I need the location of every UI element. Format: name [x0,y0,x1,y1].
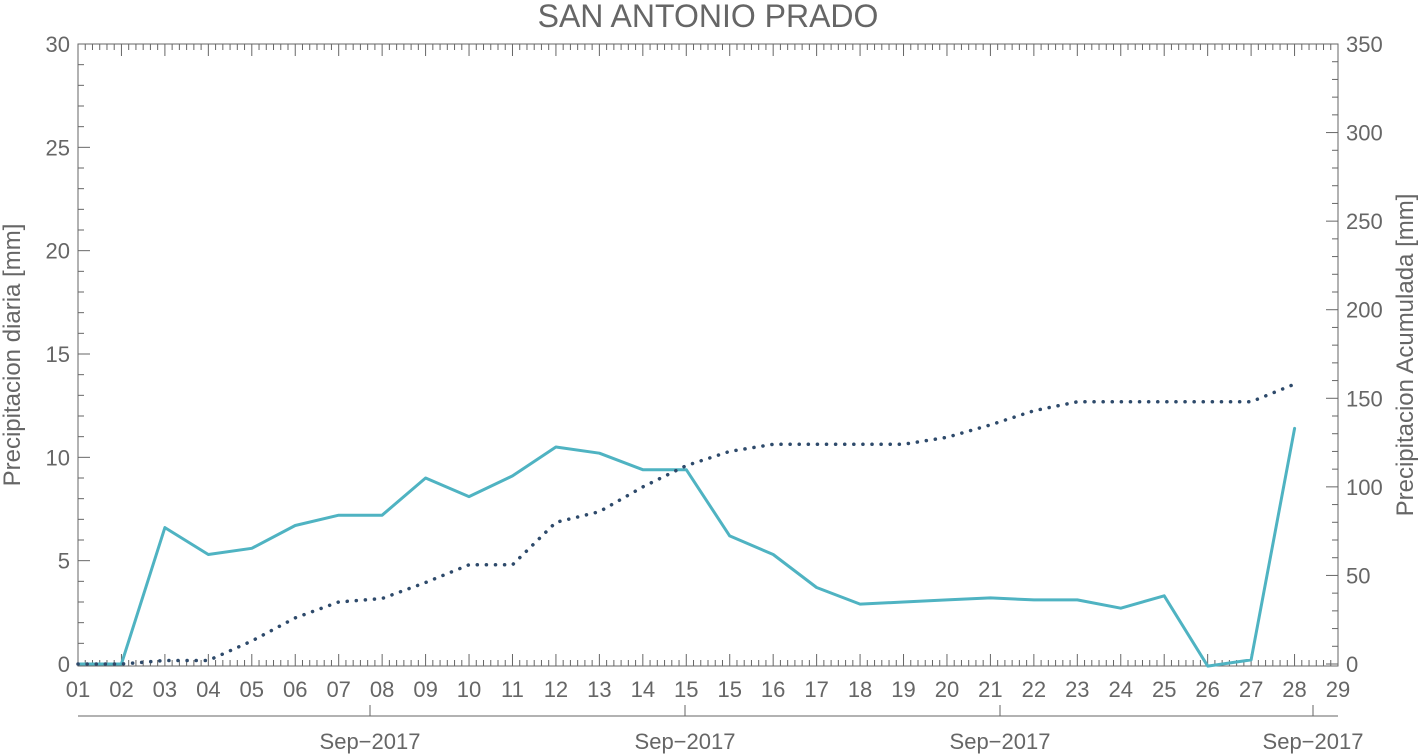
x-tick-label: 28 [1282,677,1306,702]
x-tick-label: 09 [413,677,437,702]
x-tick-label: 06 [283,677,307,702]
month-ticks [369,705,1314,716]
right-tick-label: 350 [1346,32,1383,57]
x-tick-label: 20 [935,677,959,702]
x-axis-tick-labels: 01 02 03 04 05 06 07 08 09 10 11 12 13 14 15 15 16 17 18 19… [66,677,1350,702]
right-tick-label: 0 [1346,652,1358,677]
x-tick-label: 10 [457,677,481,702]
x-tick-label: 29 [1326,677,1350,702]
x-tick-label: 12 [544,677,568,702]
x-tick-label: 02 [109,677,133,702]
left-tick-label: 5 [58,549,70,574]
x-tick-label: 07 [326,677,350,702]
x-tick-label: 14 [631,677,655,702]
x-tick-label: 08 [370,677,394,702]
left-axis-tick-labels: 0 5 10 15 20 25 30 [46,32,70,677]
x-tick-label: 13 [587,677,611,702]
x-tick-label: 25 [1152,677,1176,702]
left-tick-label: 30 [46,32,70,57]
x-tick-label: 16 [761,677,785,702]
x-tick-label: 27 [1239,677,1263,702]
left-tick-label: 25 [46,135,70,160]
right-tick-label: 50 [1346,563,1370,588]
series-group [76,382,1297,668]
daily-precipitation-line [76,426,1297,668]
month-label: Sep−2017 [1263,729,1364,754]
left-tick-label: 20 [46,239,70,264]
x-tick-label: 18 [848,677,872,702]
month-label: Sep−2017 [320,729,421,754]
x-tick-label: 01 [66,677,90,702]
right-axis-tick-labels: 0 50 100 150 200 250 300 350 [1346,32,1383,677]
x-tick-label: 11 [501,677,524,702]
x-tick-label: 21 [978,677,1002,702]
x-tick-label: 17 [804,677,828,702]
x-tick-label: 15 [717,677,741,702]
x-tick-label: 26 [1195,677,1219,702]
x-tick-label: 04 [196,677,220,702]
left-tick-label: 15 [46,342,70,367]
y-axis-label-right: Precipitacion Acumulada [mm] [1392,194,1419,517]
x-tick-label: 24 [1109,677,1133,702]
y-axis-label-left: Precipitacion diaria [mm] [0,224,26,487]
x-tick-label: 03 [153,677,177,702]
right-tick-label: 150 [1346,386,1383,411]
right-tick-label: 100 [1346,475,1383,500]
month-labels: Sep−2017 Sep−2017 Sep−2017 Sep−2017 [320,729,1364,754]
x-tick-label: 19 [891,677,915,702]
x-tick-label: 15 [674,677,698,702]
plot-frame [77,43,1339,667]
x-tick-label: 05 [240,677,264,702]
axis-ticks [77,43,1339,666]
x-tick-label: 22 [1022,677,1046,702]
left-tick-label: 10 [46,445,70,470]
month-label: Sep−2017 [635,729,736,754]
x-tick-label: 23 [1065,677,1089,702]
accumulated-precipitation-line [76,382,1297,666]
chart-title: SAN ANTONIO PRADO [538,0,879,34]
right-tick-label: 300 [1346,121,1383,146]
right-tick-label: 200 [1346,298,1383,323]
month-label: Sep−2017 [950,729,1051,754]
left-tick-label: 0 [58,652,70,677]
right-tick-label: 250 [1346,209,1383,234]
